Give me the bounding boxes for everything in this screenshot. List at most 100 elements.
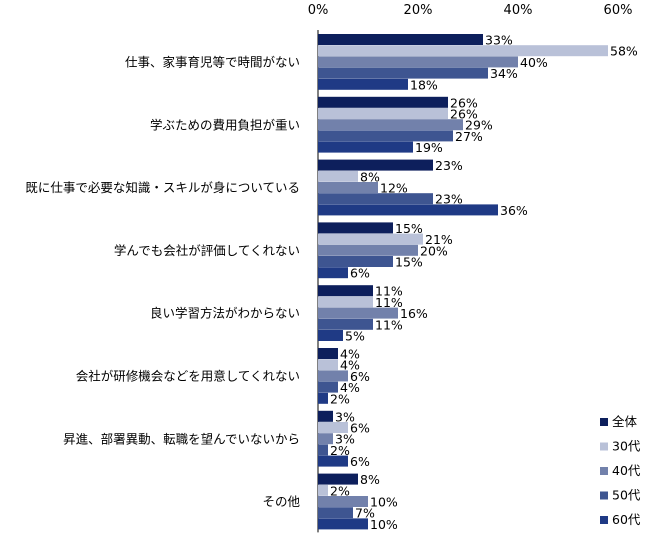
data-label: 40%	[520, 55, 548, 70]
data-label: 16%	[400, 306, 428, 321]
data-label: 19%	[415, 140, 443, 155]
bar	[318, 433, 333, 445]
data-label: 6%	[350, 369, 370, 384]
data-label: 58%	[610, 44, 638, 59]
bar	[318, 484, 328, 496]
data-labels: 33%58%40%34%18%26%26%29%27%19%23%8%12%23…	[330, 33, 638, 532]
data-label: 10%	[370, 517, 398, 532]
x-tick-label: 40%	[504, 3, 533, 18]
data-label: 11%	[375, 317, 403, 332]
bar	[318, 256, 393, 267]
bar	[318, 267, 348, 279]
legend-label: 40代	[612, 463, 641, 478]
data-label: 2%	[330, 443, 350, 458]
bar	[318, 204, 498, 216]
bar	[318, 130, 453, 142]
data-label: 36%	[500, 203, 528, 218]
category-label: 昇進、部署異動、転職を望んでいないから	[63, 431, 300, 446]
legend-swatch	[600, 491, 608, 500]
category-label: 学んでも会社が評価してくれない	[114, 243, 300, 258]
bar	[318, 422, 348, 433]
bar	[318, 392, 328, 404]
data-label: 3%	[335, 432, 355, 447]
bar	[318, 507, 353, 519]
category-label: 良い学習方法がわからない	[150, 306, 300, 321]
bar	[318, 78, 408, 90]
legend-label: 60代	[612, 512, 641, 527]
bar	[318, 455, 348, 467]
legend-swatch	[600, 516, 608, 524]
bar	[318, 444, 328, 456]
data-label: 6%	[350, 454, 370, 469]
bar	[318, 193, 433, 205]
legend-label: 30代	[612, 439, 641, 454]
bar	[318, 410, 333, 422]
bar	[318, 318, 373, 330]
bar	[318, 159, 433, 171]
data-label: 6%	[350, 266, 370, 281]
category-label: 既に仕事で必要な知識・スキルが身についている	[25, 180, 300, 195]
data-label: 11%	[375, 295, 403, 310]
category-label: その他	[262, 494, 300, 509]
bar	[318, 473, 358, 485]
x-tick-label: 60%	[604, 3, 633, 18]
data-label: 7%	[355, 506, 375, 521]
category-label: 会社が研修機会などを用意してくれない	[76, 369, 300, 384]
category-labels: 仕事、家事育児等で時間がない学ぶための費用負担が重い既に仕事で必要な知識・スキル…	[25, 55, 300, 510]
bar	[318, 381, 338, 393]
x-axis-ticks: 0% 20% 40% 60%	[308, 3, 633, 18]
bar	[318, 496, 368, 507]
data-label: 10%	[370, 495, 398, 510]
bar	[318, 233, 423, 245]
data-label: 15%	[395, 255, 423, 270]
data-label: 4%	[340, 380, 360, 395]
bar	[318, 285, 373, 297]
bar	[318, 45, 608, 57]
bar	[318, 370, 348, 382]
x-tick-label: 20%	[404, 3, 433, 18]
data-label: 8%	[360, 169, 380, 184]
data-label: 2%	[330, 483, 350, 498]
x-tick-label: 0%	[308, 3, 329, 18]
data-label: 20%	[420, 243, 448, 258]
data-label: 5%	[345, 329, 365, 344]
legend: 全体 30代 40代 50代 60代	[600, 414, 641, 527]
legend-label: 全体	[612, 414, 638, 429]
data-label: 23%	[435, 192, 463, 207]
bar	[318, 518, 368, 530]
bar	[318, 96, 448, 108]
data-label: 34%	[490, 66, 518, 81]
data-label: 15%	[395, 221, 423, 236]
bar	[318, 222, 393, 234]
data-label: 33%	[485, 33, 513, 48]
data-label: 18%	[410, 77, 438, 92]
data-label: 21%	[425, 232, 453, 247]
bar	[318, 34, 483, 45]
legend-swatch	[600, 467, 608, 475]
data-label: 3%	[335, 409, 355, 424]
bar	[318, 330, 343, 341]
data-label: 11%	[375, 284, 403, 299]
category-label: 学ぶための費用負担が重い	[150, 117, 300, 132]
bar	[318, 296, 373, 308]
data-label: 12%	[380, 181, 408, 196]
bar	[318, 108, 448, 119]
bar	[318, 67, 488, 79]
legend-label: 50代	[612, 488, 641, 503]
data-label: 4%	[340, 347, 360, 362]
data-label: 4%	[340, 358, 360, 373]
data-label: 26%	[450, 107, 478, 122]
legend-swatch	[600, 442, 608, 451]
data-label: 6%	[350, 421, 370, 436]
data-label: 27%	[455, 129, 483, 144]
bar	[318, 141, 413, 153]
bar	[318, 359, 338, 371]
category-label: 仕事、家事育児等で時間がない	[125, 55, 300, 70]
bar	[318, 348, 338, 359]
legend-swatch	[600, 418, 608, 426]
data-label: 2%	[330, 391, 350, 406]
data-label: 8%	[360, 472, 380, 487]
bar	[318, 56, 518, 68]
bars	[318, 34, 608, 530]
